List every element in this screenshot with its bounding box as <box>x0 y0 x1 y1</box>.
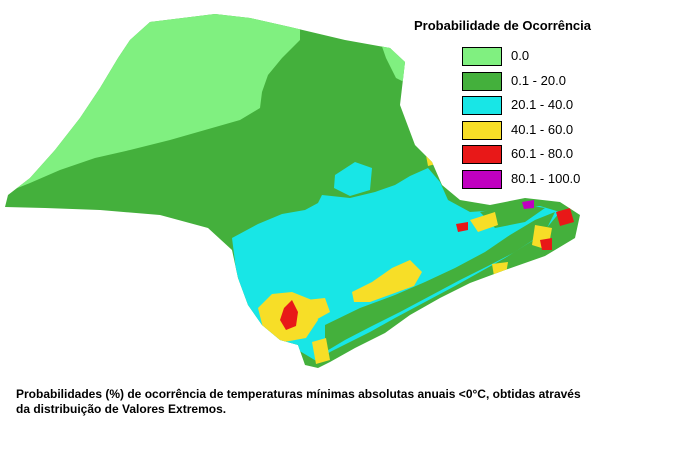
legend-label: 20.1 - 40.0 <box>511 97 574 112</box>
legend-label: 40.1 - 60.0 <box>511 121 574 137</box>
legend-label: 0.1 - 20.0 <box>511 72 566 88</box>
caption-line-1: Probabilidades (%) de ocorrência de temp… <box>16 387 581 401</box>
legend-swatch <box>462 169 502 189</box>
probability-map <box>5 14 580 368</box>
legend-swatch <box>462 120 502 140</box>
map-caption: Probabilidades (%) de ocorrência de temp… <box>16 387 656 417</box>
legend-swatch <box>462 71 502 91</box>
legend-swatch <box>462 47 502 66</box>
legend-label: 0.0 <box>511 48 530 63</box>
legend-title: Probabilidade de Ocorrência <box>414 18 591 33</box>
legend-swatch <box>462 96 502 115</box>
legend-label: 80.1 - 100.0 <box>511 170 581 186</box>
legend-label: 60.1 - 80.0 <box>511 146 574 161</box>
legend-swatch <box>462 145 502 164</box>
caption-line-2: da distribuição de Valores Extremos. <box>16 402 227 416</box>
